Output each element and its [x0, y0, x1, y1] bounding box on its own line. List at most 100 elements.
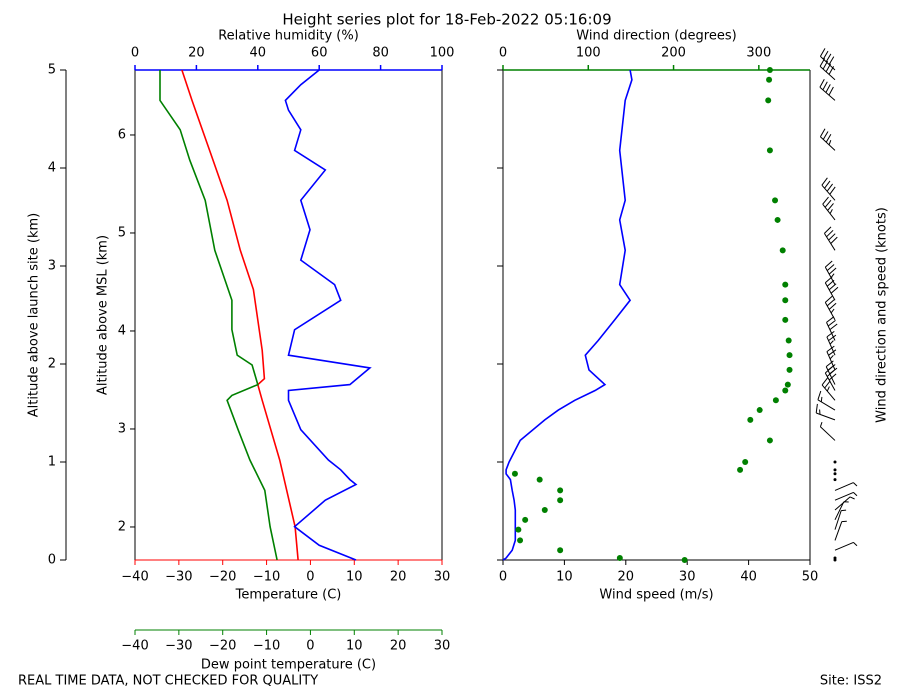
direction-dot — [766, 437, 773, 444]
x-tick-label: 0 — [499, 570, 507, 585]
direction-dot — [785, 337, 792, 344]
x2-axis-label: Dew point temperature (C) — [201, 658, 376, 673]
x2-tick-label: −20 — [209, 639, 236, 654]
barb — [819, 48, 836, 71]
x2-tick-label: 10 — [346, 639, 363, 654]
barb — [821, 177, 836, 201]
barb — [826, 345, 837, 371]
direction-dot — [557, 487, 564, 494]
x3-tick-label: 20 — [188, 46, 205, 61]
barb — [815, 403, 836, 421]
direction-dot — [541, 507, 548, 514]
y2-tick-label: 4 — [118, 323, 126, 338]
x3-tick-label: 300 — [746, 46, 771, 61]
x-tick-label: −40 — [121, 570, 148, 585]
direction-dot — [772, 397, 779, 404]
barb — [826, 330, 837, 356]
direction-dot — [517, 537, 524, 544]
y-tick-label: 1 — [48, 455, 56, 470]
barb — [822, 196, 836, 221]
y2-tick-label: 3 — [118, 421, 126, 436]
direction-dot — [756, 407, 763, 414]
chart-title: Height series plot for 18-Feb-2022 05:16… — [282, 11, 611, 29]
x2-tick-label: 20 — [390, 639, 407, 654]
barb — [834, 496, 855, 511]
x-tick-label: −20 — [209, 570, 236, 585]
barb — [825, 360, 838, 385]
x2-tick-label: −10 — [253, 639, 280, 654]
y-tick-label: 0 — [48, 553, 56, 568]
x3-tick-label: 80 — [372, 46, 389, 61]
x3-tick-label: 0 — [131, 46, 139, 61]
x-tick-label: 20 — [618, 570, 635, 585]
direction-dot — [766, 76, 773, 83]
barb — [833, 472, 837, 476]
x2-tick-label: −40 — [121, 639, 148, 654]
direction-dot — [737, 466, 744, 473]
x2-tick-label: 0 — [306, 639, 314, 654]
barb — [833, 468, 837, 472]
x-tick-label: 10 — [556, 570, 573, 585]
direction-dot — [557, 497, 564, 504]
barb — [833, 460, 837, 464]
barb — [819, 58, 836, 81]
x3-tick-label: 100 — [430, 46, 455, 61]
direction-dot — [779, 247, 786, 254]
x3-tick-label: 40 — [250, 46, 267, 61]
barb — [826, 316, 838, 341]
site: Site: ISS2 — [820, 674, 882, 689]
direction-dot — [766, 67, 773, 73]
direction-dot — [786, 352, 793, 359]
y2-tick-label: 5 — [118, 225, 126, 240]
direction-dot — [782, 281, 789, 288]
barb — [819, 421, 836, 441]
profile-line — [284, 69, 372, 561]
direction-dot — [536, 476, 543, 483]
y2-axis-label: Altitude above MSL (km) — [96, 235, 111, 395]
x-tick-label: 0 — [306, 570, 314, 585]
y-axis-label: Altitude above launch site (km) — [27, 213, 42, 417]
barb — [834, 482, 858, 491]
x3-tick-label: 60 — [311, 46, 328, 61]
x3-tick-label: 100 — [576, 46, 601, 61]
x-tick-label: 20 — [390, 570, 407, 585]
direction-dot — [557, 547, 564, 554]
barb — [824, 295, 837, 321]
y-tick-label: 5 — [48, 63, 56, 78]
barb — [824, 276, 839, 301]
direction-dot — [515, 526, 522, 533]
y2-tick-label: 6 — [118, 127, 126, 142]
barb — [821, 377, 836, 401]
x3-axis-label: Relative humidity (%) — [218, 29, 359, 44]
y-tick-label: 4 — [48, 161, 56, 176]
barb — [823, 226, 838, 251]
x-tick-label: 30 — [434, 570, 451, 585]
direction-dot — [782, 316, 789, 323]
x-tick-label: 50 — [802, 570, 819, 585]
barb — [819, 128, 836, 151]
x2-tick-label: −30 — [165, 639, 192, 654]
direction-dot — [522, 516, 529, 523]
x-tick-label: −30 — [165, 570, 192, 585]
profile-line — [181, 69, 299, 561]
x3-axis-label: Wind direction (degrees) — [576, 29, 736, 44]
barb — [833, 556, 837, 560]
direction-dot — [765, 97, 772, 104]
direction-dot — [766, 147, 773, 154]
y-tick-label: 3 — [48, 259, 56, 274]
direction-dot — [782, 387, 789, 394]
barb — [833, 478, 837, 482]
direction-dot — [511, 470, 518, 477]
x-tick-label: 30 — [679, 570, 696, 585]
x3-tick-label: 0 — [499, 46, 507, 61]
direction-dot — [772, 197, 779, 204]
x-axis-label: Wind speed (m/s) — [599, 588, 713, 603]
barb — [834, 520, 847, 541]
profile-line — [159, 70, 278, 561]
x2-tick-label: 30 — [434, 639, 451, 654]
y-tick-label: 2 — [48, 357, 56, 372]
x-tick-label: −10 — [253, 570, 280, 585]
barb — [834, 509, 847, 530]
direction-dot — [681, 557, 688, 563]
direction-dot — [786, 366, 793, 373]
